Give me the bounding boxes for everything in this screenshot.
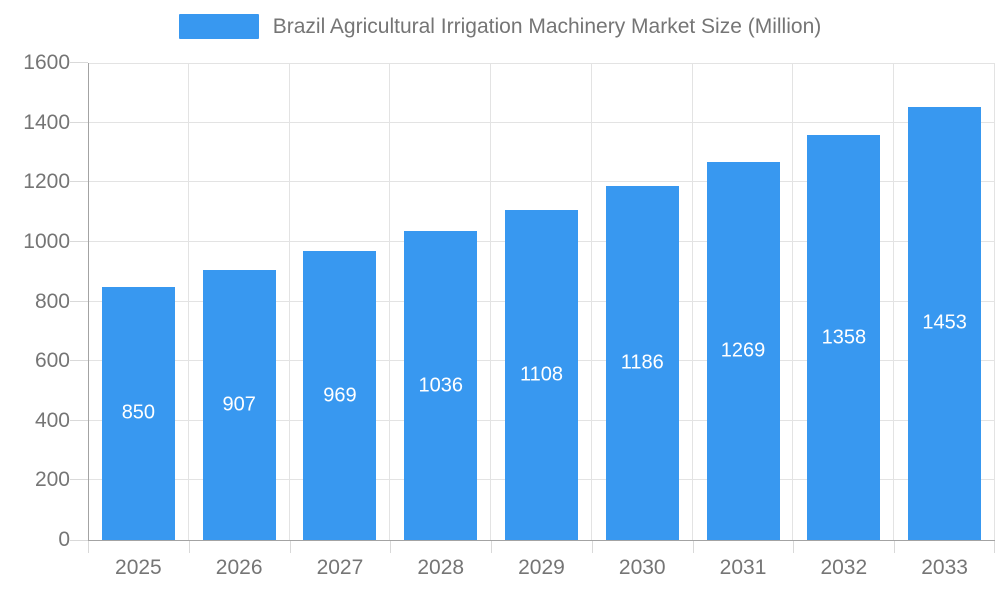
bar-2030[interactable]: 1186: [605, 186, 679, 540]
x-axis-tick-label: 2032: [820, 556, 868, 579]
y-axis-tick-mark: [70, 181, 88, 183]
bar-2025[interactable]: 850: [101, 286, 175, 540]
gridline-vertical: [893, 63, 895, 540]
gridline-vertical: [691, 63, 693, 540]
x-axis-tick-mark: [491, 541, 493, 553]
y-axis-tick-label: 1600: [23, 51, 70, 74]
bar-2027[interactable]: 969: [303, 251, 377, 540]
x-axis-tick-mark: [390, 541, 392, 553]
x-axis-tick-mark: [188, 541, 190, 553]
gridline-vertical: [590, 63, 592, 540]
x-axis-tick-mark: [894, 541, 896, 553]
y-axis-tick-label: 1400: [23, 110, 70, 134]
y-axis-tick-label: 0: [58, 528, 70, 551]
y-axis-tick-mark: [70, 240, 88, 242]
legend-label: Brazil Agricultural Irrigation Machinery…: [272, 15, 822, 38]
x-axis-tick-mark: [88, 541, 89, 553]
y-axis-tick-mark: [70, 121, 88, 123]
bar-2033[interactable]: 1453: [908, 106, 982, 540]
y-axis-tick-mark: [70, 300, 88, 302]
x-axis-tick-label: 2026: [215, 556, 263, 579]
x-axis-tick-label: 2029: [518, 556, 565, 579]
y-axis-tick-label: 600: [34, 349, 70, 373]
x-axis-tick-mark: [591, 541, 593, 553]
y-axis-tick-mark: [70, 360, 88, 362]
y-axis-tick-mark: [70, 62, 88, 63]
x-axis-tick-label: 2027: [316, 556, 364, 579]
bar-value-label: 1453: [922, 311, 967, 334]
y-axis-tick-mark: [70, 479, 88, 481]
y-axis-tick-label: 800: [34, 289, 70, 313]
x-axis-tick-mark: [692, 541, 694, 553]
bar-2031[interactable]: 1269: [706, 161, 780, 540]
gridline-vertical: [490, 63, 492, 540]
x-axis-tick-mark: [289, 541, 291, 553]
bar-2028[interactable]: 1036: [404, 231, 478, 540]
bar-2026[interactable]: 907: [202, 269, 276, 540]
x-axis-tick-mark: [793, 541, 795, 553]
gridline-vertical: [389, 63, 391, 540]
bar-value-label: 969: [323, 384, 357, 407]
y-axis-tick-mark: [70, 419, 88, 421]
y-axis-tick-mark: [70, 540, 88, 541]
y-axis-line: [88, 63, 89, 540]
x-axis-tick-label: 2031: [719, 556, 767, 579]
bar-value-label: 907: [222, 393, 256, 416]
bar-value-label: 1036: [418, 374, 463, 397]
x-axis-tick-label: 2030: [618, 556, 666, 579]
gridline-horizontal: [88, 181, 995, 183]
bar-value-label: 1186: [620, 351, 664, 374]
legend-item[interactable]: Brazil Agricultural Irrigation Machinery…: [0, 14, 1000, 39]
x-axis-tick-label: 2025: [115, 556, 162, 579]
x-axis-tick-label: 2033: [921, 556, 968, 579]
bar-value-label: 1108: [519, 363, 563, 386]
y-axis-tick-label: 1000: [23, 229, 70, 253]
bar-2032[interactable]: 1358: [807, 135, 881, 540]
bar-value-label: 1269: [720, 339, 766, 362]
bar-value-label: 1358: [821, 326, 867, 349]
legend-swatch: [178, 14, 259, 39]
gridline-vertical: [792, 63, 794, 540]
x-axis-tick-mark: [994, 541, 995, 553]
gridline-horizontal: [88, 63, 995, 64]
bar-value-label: 850: [121, 401, 156, 424]
y-axis-tick-label: 1200: [23, 170, 70, 194]
gridline-horizontal: [88, 121, 995, 123]
y-axis-tick-label: 200: [34, 468, 70, 492]
y-axis-tick-label: 400: [34, 408, 70, 432]
x-axis-line: [88, 540, 995, 541]
gridline-vertical: [994, 63, 995, 540]
gridline-vertical: [288, 63, 290, 540]
gridline-vertical: [187, 63, 189, 540]
plot-area: 850 907 969 1036 1108 1186 1269 1358 1453: [88, 63, 995, 540]
bar-2029[interactable]: 1108: [505, 209, 578, 540]
x-axis-tick-label: 2028: [417, 556, 465, 579]
